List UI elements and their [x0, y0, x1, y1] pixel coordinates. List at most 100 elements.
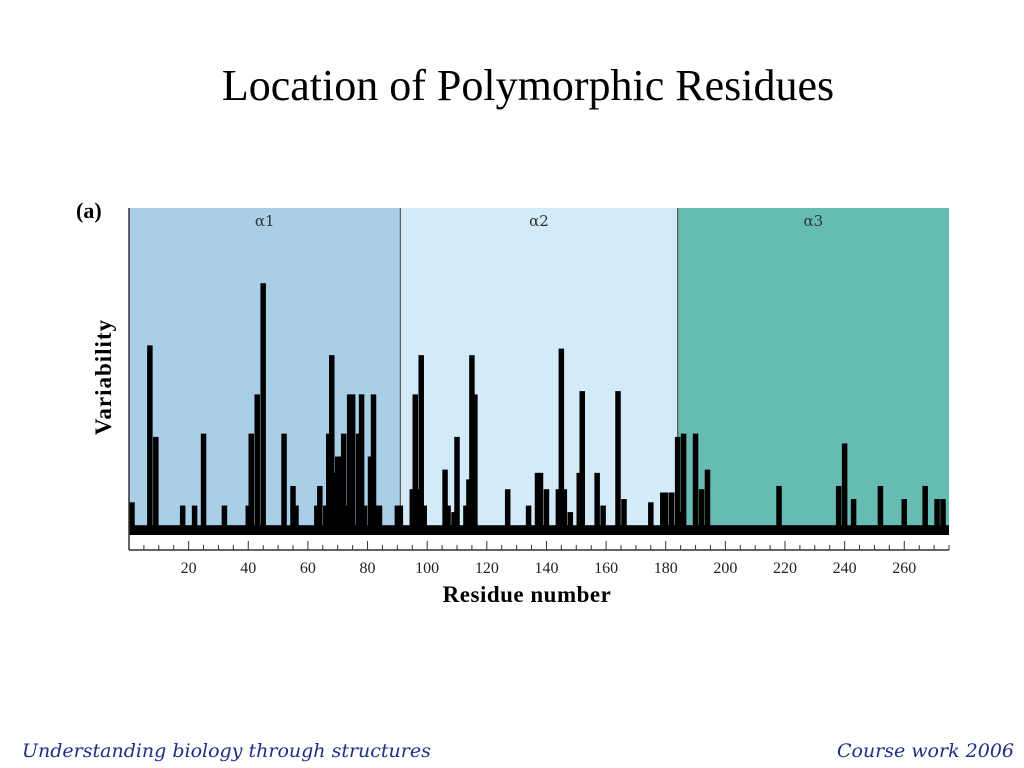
bar-residue-77 — [355, 433, 362, 535]
bar-residue-83 — [373, 505, 380, 535]
bar-residue-78 — [358, 394, 365, 535]
bar-residue-252 — [877, 485, 884, 535]
bar-residue-185 — [677, 512, 684, 535]
region-3-label: α3 — [803, 212, 823, 230]
bar-residue-127 — [504, 489, 511, 535]
bar-residue-70 — [334, 456, 341, 535]
bar-residue-271 — [934, 499, 940, 535]
bar-residue-9 — [153, 436, 159, 535]
bar-residue-79 — [361, 505, 368, 535]
bar-residue-267 — [922, 485, 928, 535]
bar-residue-243 — [850, 499, 857, 535]
bar-residue-75 — [349, 394, 356, 535]
bar-residue-99 — [421, 505, 427, 535]
bar-residue-98 — [418, 355, 424, 535]
bar-residue-72 — [340, 433, 347, 535]
bar-residue-71 — [337, 456, 344, 535]
bar-residue-157 — [594, 472, 600, 535]
bar-residue-273 — [940, 499, 946, 535]
bar-residue-68 — [329, 355, 335, 535]
bar-residue-97 — [415, 489, 421, 535]
bar-residue-115 — [469, 355, 475, 535]
bar-residue-166 — [621, 499, 627, 535]
bar-residue-145 — [558, 348, 565, 535]
bar-residue-66 — [323, 505, 329, 535]
bar-residue-67 — [326, 433, 332, 535]
x-tick-label: 180 — [654, 560, 678, 577]
bar-residue-96 — [412, 394, 419, 535]
x-tick-label: 120 — [475, 560, 499, 577]
x-tick-label: 80 — [360, 560, 376, 577]
bar-residue-164 — [615, 391, 621, 535]
y-axis-label: Variability — [91, 319, 116, 435]
bar-residue-190 — [692, 433, 699, 535]
bar-residue-218 — [776, 485, 782, 535]
bar-residue-148 — [567, 512, 574, 535]
bar-residue-144 — [555, 489, 562, 535]
x-tick-label: 260 — [892, 560, 916, 577]
x-tick-label: 20 — [181, 560, 197, 577]
bar-residue-137 — [534, 472, 541, 535]
bar-residue-159 — [600, 505, 606, 535]
x-tick-label: 220 — [773, 560, 797, 577]
bar-residue-194 — [704, 469, 711, 535]
panel-label: (a) — [76, 198, 102, 223]
region-1-label: α1 — [255, 212, 275, 230]
bar-residue-152 — [579, 391, 585, 535]
bar-residue-81 — [367, 456, 374, 535]
footer-course-year: Course work 2006 — [836, 740, 1014, 762]
bar-residue-114 — [466, 479, 472, 535]
footer-course-title: Understanding biology through structures — [22, 740, 431, 762]
region-3-band — [677, 208, 949, 535]
bar-residue-260 — [901, 499, 908, 535]
bar-residue-41 — [248, 433, 255, 535]
bar-residue-43 — [254, 394, 260, 535]
bar-residue-84 — [376, 505, 383, 535]
bar-residue-113 — [463, 505, 469, 535]
x-axis: 20 40 60 80 100 120 140 160 180 200 220 240 260 — [128, 208, 950, 577]
x-tick-label: 160 — [594, 560, 618, 577]
slide-title: Location of Polymorphic Residues — [221, 61, 835, 110]
bar-residue-95 — [409, 489, 416, 535]
bar-residue-175 — [648, 502, 654, 535]
x-tick-label: 100 — [415, 560, 439, 577]
bar-residue-82 — [370, 394, 377, 535]
bar-residue-138 — [537, 472, 544, 535]
bars-layer — [129, 283, 949, 535]
bar-residue-22 — [191, 505, 198, 535]
bar-residue-116 — [472, 394, 478, 535]
bar-residue-91 — [397, 505, 404, 535]
x-tick-label: 200 — [713, 560, 737, 577]
bar-residue-186 — [680, 433, 687, 535]
bar-residue-107 — [445, 505, 451, 535]
bar-residue-106 — [442, 469, 448, 535]
bar-residue-240 — [841, 443, 848, 535]
x-tick-label: 40 — [240, 560, 256, 577]
bar-residue-18 — [179, 505, 186, 535]
bar-residue-7 — [147, 345, 153, 535]
bar-residue-56 — [293, 505, 299, 535]
x-tick-label: 140 — [534, 560, 558, 577]
bar-residue-140 — [543, 489, 550, 535]
bar-residue-180 — [662, 492, 669, 535]
x-tick-label: 60 — [300, 560, 316, 577]
bar-residue-25 — [200, 433, 207, 535]
bar-residue-182 — [668, 492, 675, 535]
bar-residue-74 — [346, 394, 353, 535]
bar-residue-146 — [561, 489, 568, 535]
bar-residue-69 — [331, 472, 338, 535]
x-tick-label: 240 — [833, 560, 857, 577]
bar-residue-238 — [835, 485, 842, 535]
bar-residue-192 — [698, 489, 705, 535]
bar-residue-55 — [290, 485, 296, 535]
bar-residue-40 — [245, 505, 252, 535]
bar-residue-134 — [525, 505, 532, 535]
bar-residue-63 — [314, 505, 320, 535]
bar-residue-109 — [451, 512, 457, 535]
bar-residue-184 — [674, 436, 681, 535]
bar-residue-110 — [454, 436, 460, 535]
bar-residue-73 — [343, 505, 350, 535]
bar-residue-52 — [281, 433, 287, 535]
x-axis-label: Residue number — [443, 582, 612, 607]
